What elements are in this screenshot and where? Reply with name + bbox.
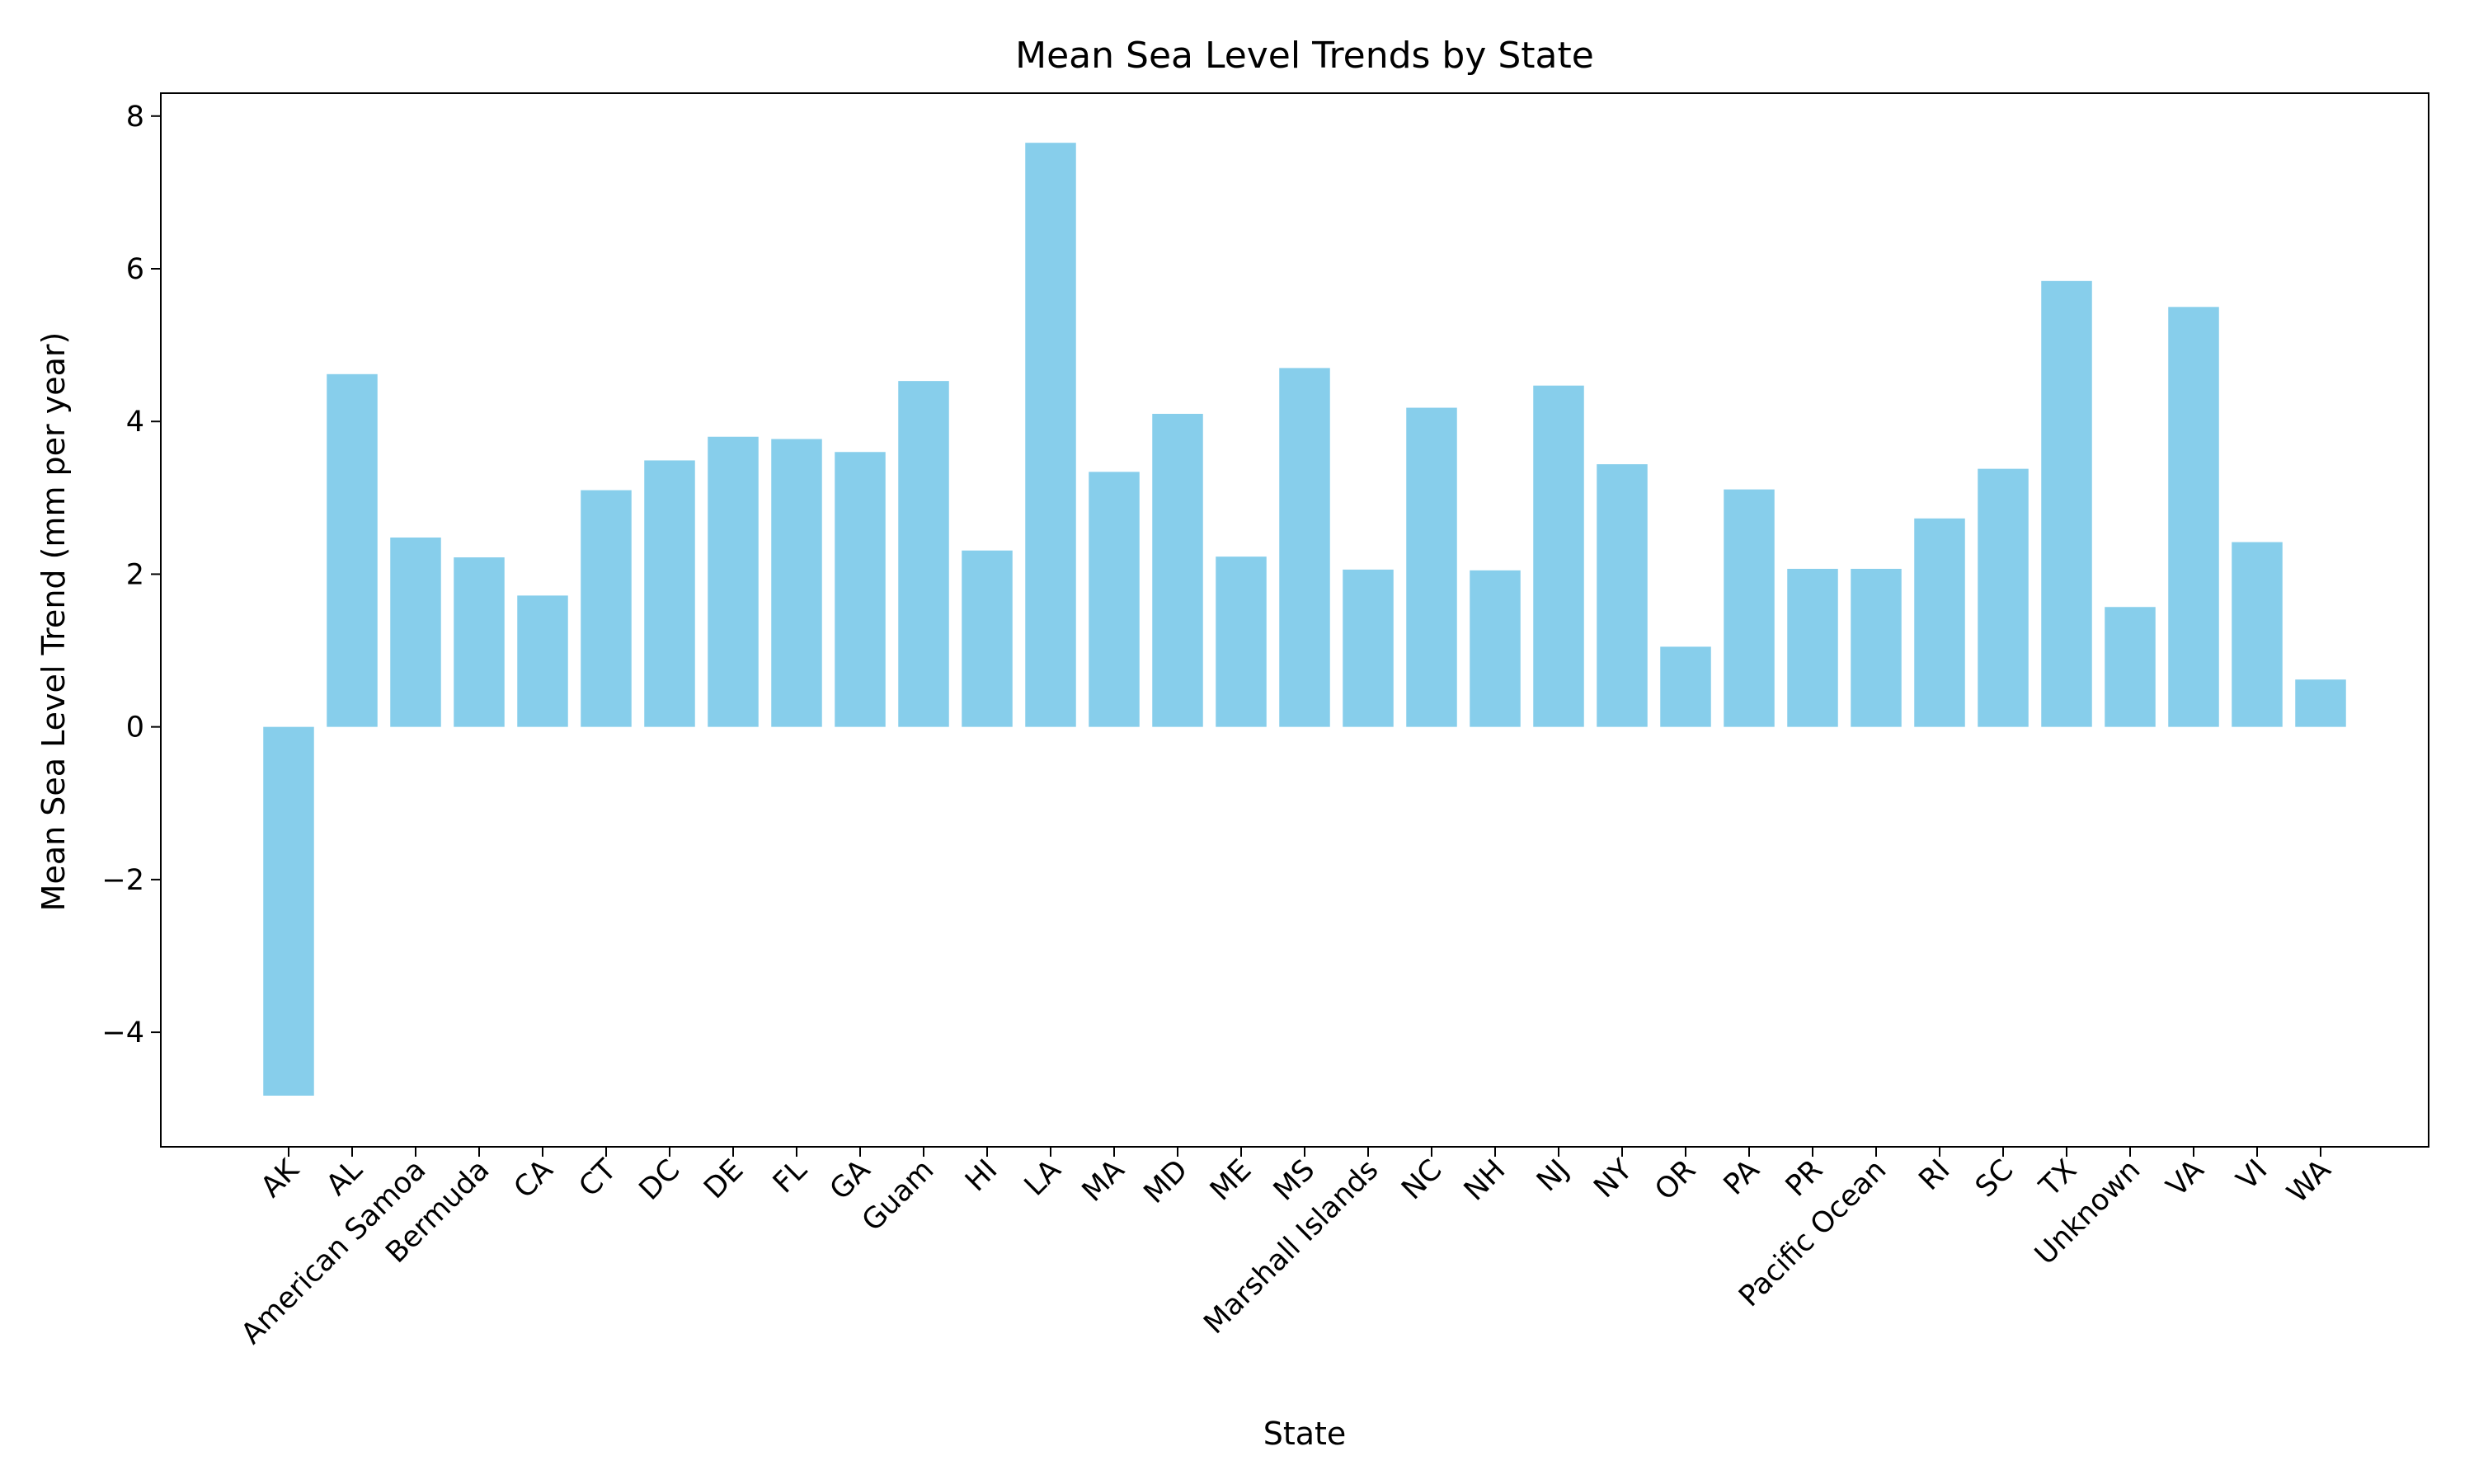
x-tick-label: RI (1913, 1153, 1957, 1197)
bar-unknown (2105, 607, 2156, 727)
x-tick-label: NH (1458, 1153, 1512, 1207)
y-tick-label: 8 (126, 101, 144, 134)
x-tick-label: DE (698, 1153, 750, 1205)
x-tick-label: MS (1268, 1153, 1321, 1207)
x-tick-label: AL (320, 1153, 369, 1202)
x-tick-label: VA (2161, 1153, 2211, 1204)
y-tick-label: 4 (126, 406, 144, 439)
bar-ma (1089, 472, 1140, 727)
bar-la (1025, 143, 1076, 727)
bar-nc (1406, 407, 1457, 727)
bar-ak (263, 726, 314, 1096)
bar-md (1152, 413, 1203, 727)
bar-ny (1597, 464, 1648, 727)
bar-ri (1914, 518, 1965, 727)
bar-bermuda (454, 557, 505, 727)
bar-pr (1787, 568, 1838, 727)
bar-vi (2232, 542, 2283, 727)
x-tick-label: HI (959, 1153, 1004, 1198)
bar-sc (1978, 468, 2029, 727)
bar-nj (1533, 385, 1584, 727)
bar-ms (1279, 368, 1330, 727)
y-tick-label: 0 (126, 711, 144, 744)
y-tick-label: −4 (101, 1017, 144, 1050)
x-tick-label: WA (2281, 1153, 2337, 1209)
x-tick-label: ME (1204, 1153, 1258, 1207)
bar-pa (1724, 489, 1775, 727)
bar-pacific-ocean (1851, 568, 1902, 727)
y-tick-label: −2 (101, 864, 144, 897)
x-tick-label: NJ (1531, 1153, 1575, 1198)
x-tick-label: VI (2231, 1153, 2274, 1197)
bars (263, 143, 2346, 1096)
x-tick-label: TX (2033, 1153, 2083, 1204)
x-tick-label: Guam (856, 1153, 940, 1237)
bar-va (2168, 307, 2219, 727)
y-tick-label: 2 (126, 558, 144, 591)
bar-al (327, 373, 378, 727)
x-tick-label: NC (1395, 1153, 1448, 1206)
x-tick-label: MA (1076, 1153, 1131, 1209)
y-tick-label: 6 (126, 253, 144, 286)
x-tick-label: SC (1969, 1153, 2020, 1204)
x-tick-label: OR (1649, 1153, 1702, 1207)
bar-me (1216, 556, 1267, 727)
x-tick-label: PR (1780, 1153, 1829, 1203)
x-axis-label: State (1263, 1416, 1347, 1452)
x-tick-label: GA (824, 1153, 877, 1206)
bar-nh (1470, 570, 1521, 727)
x-tick-label: FL (767, 1153, 814, 1200)
x-tick-label: CT (573, 1153, 623, 1204)
y-axis-label: Mean Sea Level Trend (mm per year) (35, 332, 72, 912)
x-tick-label: LA (1018, 1153, 1068, 1203)
bar-de (708, 436, 759, 727)
bar-or (1660, 646, 1711, 727)
x-tick-label: DC (633, 1153, 687, 1207)
y-axis: −4 −2 0 2 4 6 8 (101, 101, 161, 1050)
bar-fl (771, 439, 822, 727)
x-tick-label: AK (255, 1153, 306, 1204)
chart-title: Mean Sea Level Trends by State (1015, 35, 1594, 77)
bar-ct (581, 490, 632, 727)
x-tick-label: NY (1587, 1153, 1639, 1205)
bar-american-samoa (390, 537, 441, 727)
bar-marshall-islands (1343, 569, 1394, 727)
bar-wa (2295, 679, 2346, 727)
bar-ca (517, 595, 568, 727)
plot-frame (160, 92, 2429, 1148)
bar-tx (2041, 280, 2092, 727)
bar-guam (898, 381, 949, 727)
bar-hi (962, 550, 1013, 727)
bar-ga (835, 452, 886, 727)
bar-dc (644, 460, 695, 727)
x-tick-label: MD (1138, 1153, 1195, 1210)
x-tick-label: PA (1718, 1153, 1766, 1202)
x-tick-label: CA (508, 1153, 560, 1205)
